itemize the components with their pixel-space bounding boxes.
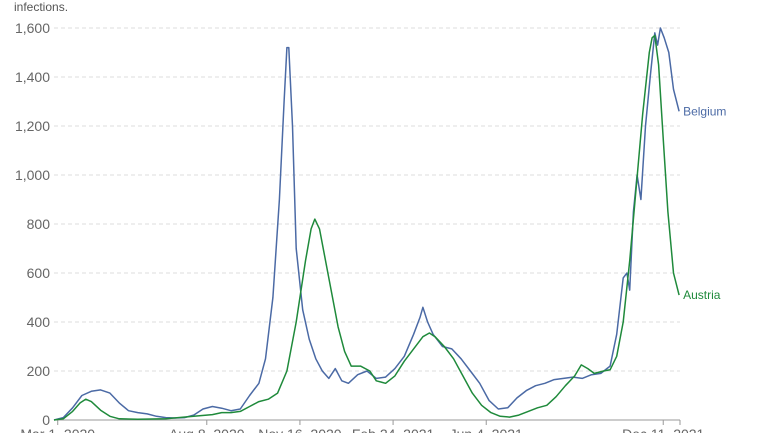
y-tick-label: 800	[27, 216, 51, 232]
series-layer	[53, 27, 680, 421]
y-tick-label: 1,000	[15, 167, 50, 183]
y-tick-label: 1,400	[15, 69, 50, 85]
x-tick-label: Aug 8, 2020	[169, 426, 245, 433]
y-tick-label: 600	[27, 265, 51, 281]
grid-layer	[54, 27, 680, 421]
x-tick-label: Dec 11, 2021	[622, 426, 704, 433]
y-tick-label: 1,600	[15, 20, 50, 36]
x-tick-label: Nov 16, 2020	[258, 426, 341, 433]
y-tick-label: 400	[27, 314, 51, 330]
x-tick-label: Mar 1, 2020	[20, 426, 95, 433]
chart-note: infections.	[14, 0, 69, 14]
series-label-austria: Austria	[683, 288, 721, 302]
y-tick-label: 1,200	[15, 118, 50, 134]
x-tick-label: Feb 24, 2021	[352, 426, 435, 433]
x-axis: Mar 1, 2020 Aug 8, 2020 Nov 16, 2020 Feb 24…	[20, 419, 705, 433]
x-tick-label: Jun 4, 2021	[450, 426, 523, 433]
series-line-austria	[53, 34, 680, 421]
series-labels: Belgium Austria	[683, 104, 726, 302]
y-axis: 0 200 400 600 800 1,000 1,200 1,400 1,600	[15, 20, 50, 428]
y-tick-label: 200	[27, 363, 51, 379]
series-label-belgium: Belgium	[683, 104, 726, 118]
y-tick-label: 0	[42, 412, 50, 428]
